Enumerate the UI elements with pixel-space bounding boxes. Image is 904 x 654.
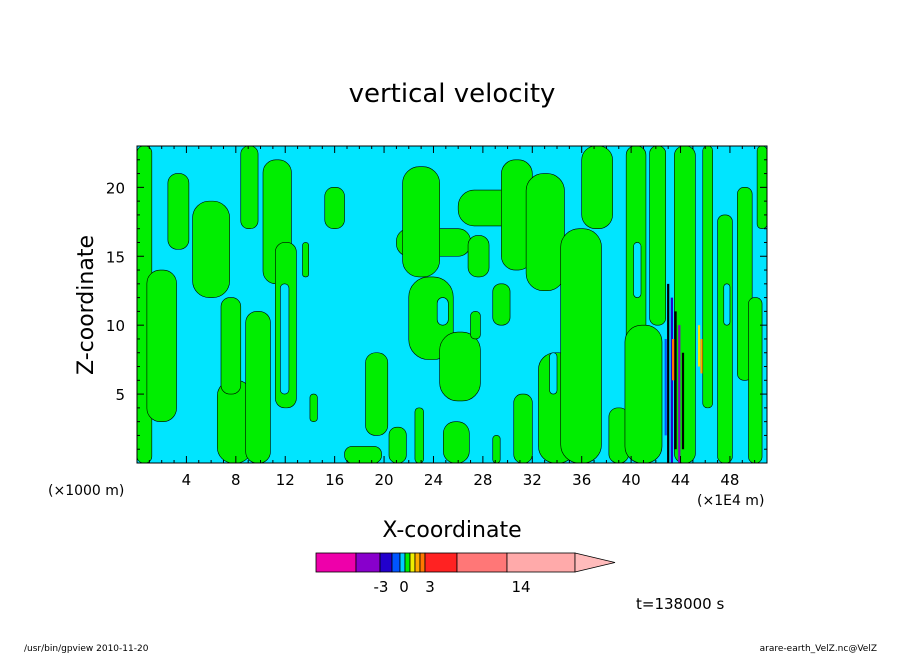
contour-region <box>624 324 663 464</box>
colorbar-segment <box>355 552 381 573</box>
x-unit-right: (×1E4 m) <box>697 493 764 509</box>
colorbar-segment <box>404 552 411 573</box>
contour-hole <box>633 242 642 298</box>
contour-region <box>220 297 242 395</box>
colorbar-segment <box>391 552 401 573</box>
x-tick-label: 20 <box>375 471 394 489</box>
contour-region <box>748 297 763 464</box>
colorbar-tick-label: 14 <box>511 578 530 596</box>
x-tick-label: 28 <box>473 471 492 489</box>
x-axis-ticks: 4 8 12 16 20 24 28 32 36 40 44 48 <box>148 146 756 489</box>
x-unit-left: (×1000 m) <box>48 483 124 499</box>
colorbar-segment <box>456 552 508 573</box>
contour-region <box>309 393 318 422</box>
colorbar-segment <box>409 552 416 573</box>
footer-right: arare-earth_VelZ.nc@VelZ <box>760 644 877 654</box>
contour-region <box>443 421 470 464</box>
colorbar-tick-label: 0 <box>399 578 409 596</box>
contour-region <box>702 145 713 409</box>
x-tick-label: 40 <box>622 471 641 489</box>
x-tick-label: 12 <box>276 471 295 489</box>
colorbar-extend-arrow <box>574 552 616 573</box>
plot-frame <box>136 145 768 464</box>
footer-left: /usr/bin/gpview 2010-11-20 <box>24 644 149 654</box>
contour-region <box>513 393 533 464</box>
contour-fill-layer <box>136 145 768 464</box>
contour-region <box>560 228 602 464</box>
contour-region <box>365 352 389 436</box>
y-tick-label: 20 <box>106 179 125 197</box>
time-annotation: t=138000 s <box>636 595 724 613</box>
contour-region <box>146 269 177 422</box>
x-tick-label: 16 <box>325 471 344 489</box>
colorbar-segment <box>424 552 458 573</box>
colorbar-tick-label: 3 <box>425 578 435 596</box>
contour-region <box>402 166 440 278</box>
contour-region <box>344 446 382 464</box>
x-tick-label: 4 <box>182 471 192 489</box>
chart-title: vertical velocity <box>349 79 556 109</box>
x-tick-label: 32 <box>523 471 542 489</box>
y-tick-label: 10 <box>106 317 125 335</box>
colorbar-tick-label: -3 <box>374 578 389 596</box>
contour-region <box>492 283 511 326</box>
contour-hole <box>436 297 449 326</box>
contour-region <box>240 145 259 229</box>
colorbar: -3 0 3 14 <box>315 552 616 596</box>
contour-region <box>302 242 310 278</box>
contour-region <box>167 173 190 250</box>
contour-region <box>649 145 667 326</box>
contour-region <box>324 187 345 229</box>
colorbar-segment <box>414 552 421 573</box>
contour-hole <box>549 352 558 395</box>
contour-region <box>439 331 481 402</box>
contour-region <box>467 235 490 278</box>
contour-hole <box>723 283 731 326</box>
x-axis-label: X-coordinate <box>382 518 521 543</box>
contour-region <box>674 145 696 464</box>
colorbar-segment <box>399 552 406 573</box>
contour-region <box>492 435 501 464</box>
contour-region <box>717 214 733 464</box>
x-tick-label: 48 <box>720 471 739 489</box>
x-tick-label: 8 <box>231 471 241 489</box>
contour-region <box>192 200 230 298</box>
contour-region <box>388 426 407 464</box>
contour-region <box>525 173 565 292</box>
y-tick-label: 5 <box>115 386 125 404</box>
y-axis-ticks: 5 10 15 20 <box>106 159 767 450</box>
contour-hole <box>279 283 290 395</box>
colorbar-segment <box>506 552 576 573</box>
x-tick-label: 24 <box>424 471 443 489</box>
y-axis-label: Z-coordinate <box>74 235 99 375</box>
colorbar-segment <box>379 552 393 573</box>
colorbar-segment <box>419 552 426 573</box>
x-tick-label: 44 <box>671 471 690 489</box>
contour-region <box>581 145 613 229</box>
contour-region <box>245 311 271 464</box>
contour-region <box>470 311 481 340</box>
contour-region <box>414 407 424 464</box>
colorbar-segment <box>315 552 357 573</box>
y-tick-label: 15 <box>106 248 125 266</box>
x-tick-label: 36 <box>572 471 591 489</box>
